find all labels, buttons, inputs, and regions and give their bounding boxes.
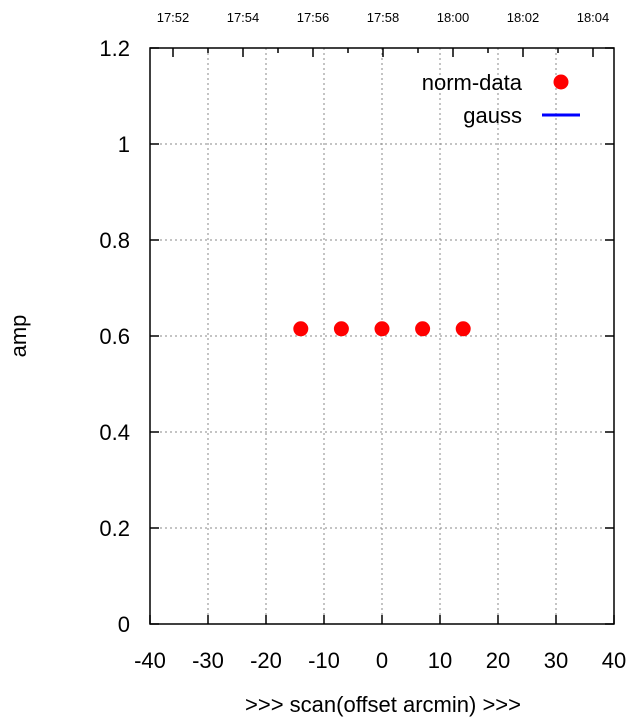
data-point (415, 321, 431, 337)
data-point (293, 321, 309, 337)
x-tick-label: -10 (308, 648, 340, 673)
top-tick-label: 17:54 (227, 10, 260, 25)
y-tick-label: 0.2 (99, 516, 130, 541)
plot-frame (149, 47, 615, 625)
x-tick-label: -30 (192, 648, 224, 673)
x-tick-label: -20 (250, 648, 282, 673)
top-tick-label: 18:02 (507, 10, 540, 25)
data-point (374, 321, 390, 337)
y-tick-label: 0.8 (99, 228, 130, 253)
y-tick-label: 0 (118, 612, 130, 637)
top-tick-label: 17:58 (367, 10, 400, 25)
legend-label: gauss (463, 103, 522, 128)
data-point (333, 321, 349, 337)
data-point (455, 321, 471, 337)
y-tick-label: 1 (118, 132, 130, 157)
x-axis-label: >>> scan(offset arcmin) >>> (245, 692, 521, 717)
data-points (293, 321, 471, 337)
x-tick-label: 20 (486, 648, 510, 673)
x-tick-label: 10 (428, 648, 452, 673)
legend-marker (553, 74, 569, 90)
x-tick-label: 40 (602, 648, 626, 673)
top-tick-label: 17:56 (297, 10, 330, 25)
x-tick-label: 0 (376, 648, 388, 673)
legend: norm-data gauss (422, 70, 580, 128)
legend-label: norm-data (422, 70, 523, 95)
x-tick-label: 30 (544, 648, 568, 673)
top-tick-label: 18:04 (577, 10, 610, 25)
top-tick-label: 17:52 (157, 10, 190, 25)
y-tick-label: 0.6 (99, 324, 130, 349)
y-tick-label: 0.4 (99, 420, 130, 445)
y-axis-label: amp (6, 315, 31, 358)
top-tick-label: 18:00 (437, 10, 470, 25)
axis-ticks: -40 -30 -20 -10 0 10 20 30 40 0 0.2 0.4 0.6 0.8 1 1.2 (99, 36, 626, 673)
x-tick-label: -40 (134, 648, 166, 673)
y-tick-label: 1.2 (99, 36, 130, 61)
top-time-axis: 17:52 17:54 17:56 17:58 18:00 18:02 18:04 (157, 10, 610, 57)
